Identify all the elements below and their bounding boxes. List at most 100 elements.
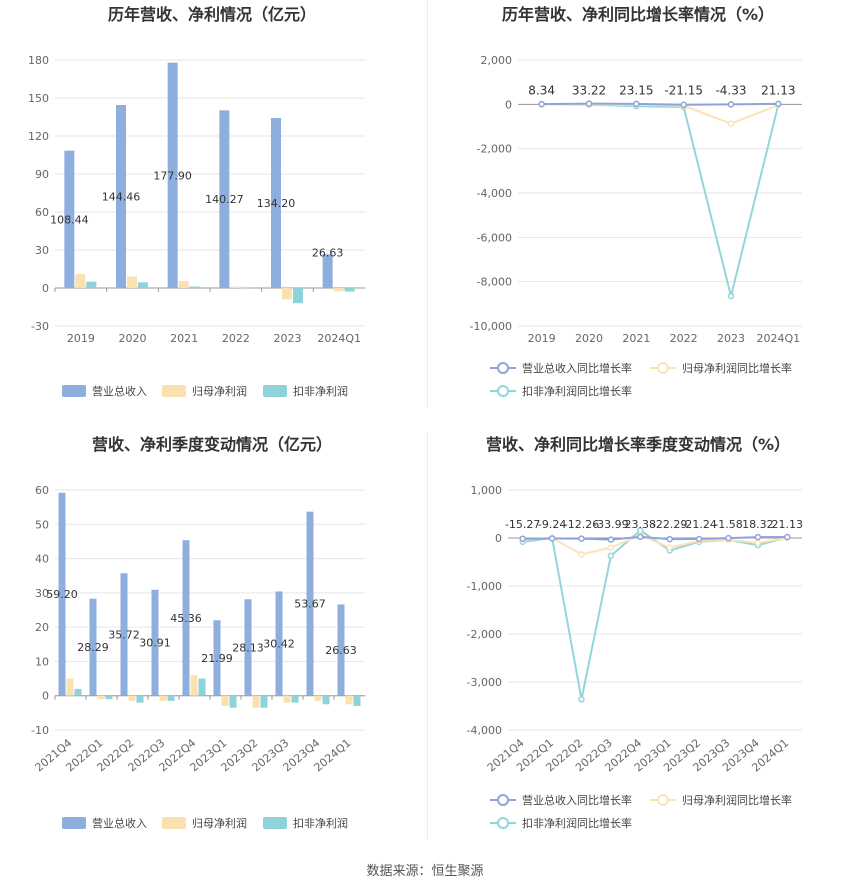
x-tick-label: 2021 bbox=[170, 332, 198, 345]
bar-revenue bbox=[271, 118, 281, 288]
y-tick-label: 90 bbox=[35, 168, 49, 181]
legend-marker bbox=[497, 794, 509, 806]
legend-marker bbox=[497, 817, 509, 829]
bar-revenue bbox=[213, 620, 221, 696]
y-tick-label: -8,000 bbox=[477, 276, 512, 289]
data-label: -21.24 bbox=[681, 518, 716, 531]
series-point bbox=[666, 535, 673, 543]
y-tick-label: -30 bbox=[31, 320, 49, 333]
y-tick-label: 60 bbox=[35, 206, 49, 219]
series-line bbox=[541, 103, 780, 297]
legend-marker bbox=[497, 362, 509, 374]
bar-deducted-profit bbox=[105, 695, 113, 700]
bar-parent-profit bbox=[75, 274, 86, 288]
y-tick-label: -10,000 bbox=[470, 320, 512, 333]
y-tick-label: 30 bbox=[35, 244, 49, 257]
bar-parent-profit bbox=[345, 695, 353, 705]
series-line bbox=[522, 534, 788, 556]
chart-title: 历年营收、净利情况（亿元） bbox=[108, 5, 316, 24]
data-label: 33.22 bbox=[572, 83, 606, 97]
data-label: 28.13 bbox=[232, 641, 264, 654]
bar-revenue bbox=[182, 540, 190, 696]
bar-parent-profit bbox=[190, 675, 198, 696]
legend-label: 营业总收入 bbox=[92, 816, 147, 830]
x-tick-label: 2022 bbox=[670, 332, 698, 345]
data-source-note: 数据来源：恒生聚源 bbox=[366, 864, 484, 879]
bar-parent-profit bbox=[128, 695, 136, 701]
legend-swatch bbox=[162, 385, 186, 397]
legend-marker bbox=[657, 794, 669, 806]
y-tick-label: 0 bbox=[42, 690, 49, 703]
data-label: -4.33 bbox=[715, 83, 746, 97]
data-label: -21.15 bbox=[664, 83, 703, 97]
bar-revenue bbox=[116, 105, 126, 288]
legend-marker bbox=[497, 385, 509, 397]
data-label: 30.42 bbox=[263, 638, 295, 651]
legend-swatch bbox=[263, 817, 287, 829]
bar-parent-profit bbox=[159, 695, 167, 701]
bar-revenue bbox=[151, 589, 159, 696]
y-tick-label: 0 bbox=[42, 282, 49, 295]
series-point bbox=[727, 292, 735, 300]
series-point bbox=[666, 544, 673, 551]
data-label: 21.13 bbox=[761, 83, 795, 97]
x-tick-label: 2024Q1 bbox=[317, 332, 361, 345]
bar-deducted-profit bbox=[344, 288, 355, 292]
legend-swatch bbox=[162, 817, 186, 829]
y-tick-label: -6,000 bbox=[477, 231, 512, 244]
legend-label: 营业总收入同比增长率 bbox=[522, 361, 632, 375]
bar-revenue bbox=[89, 598, 97, 696]
bar-parent-profit bbox=[221, 695, 229, 706]
legend-swatch bbox=[62, 817, 86, 829]
panel-divider-bottom bbox=[427, 432, 428, 840]
series-point bbox=[538, 100, 545, 108]
legend-label: 扣非净利润同比增长率 bbox=[522, 384, 632, 398]
series-point bbox=[754, 539, 762, 547]
legend-label: 归母净利润同比增长率 bbox=[682, 793, 792, 807]
x-tick-label: 2020 bbox=[119, 332, 147, 345]
y-tick-label: 0 bbox=[505, 98, 512, 111]
x-tick-label: 2024Q1 bbox=[757, 332, 801, 345]
data-label: 30.91 bbox=[139, 637, 171, 650]
bar-revenue bbox=[167, 62, 178, 288]
bar-deducted-profit bbox=[229, 695, 237, 708]
data-label: 108.44 bbox=[50, 213, 89, 226]
bar-deducted-profit bbox=[138, 282, 148, 288]
series-point bbox=[548, 535, 556, 542]
bar-deducted-profit bbox=[353, 695, 361, 706]
series-point bbox=[578, 551, 585, 558]
data-label: 28.29 bbox=[77, 641, 109, 654]
series-point bbox=[578, 696, 585, 703]
series-point bbox=[578, 535, 585, 542]
series-point bbox=[585, 100, 593, 107]
bar-parent-profit bbox=[333, 288, 344, 292]
data-label: -22.29 bbox=[652, 518, 687, 531]
series-point bbox=[727, 120, 735, 127]
legend-label: 归母净利润 bbox=[192, 816, 247, 830]
series-point bbox=[725, 534, 732, 542]
data-label: 8.34 bbox=[528, 83, 555, 97]
legend-label: 归母净利润同比增长率 bbox=[682, 361, 792, 375]
y-tick-label: 10 bbox=[35, 655, 49, 668]
data-label: -9.24 bbox=[538, 518, 566, 531]
series-point bbox=[775, 100, 782, 108]
data-label: 45.36 bbox=[170, 612, 202, 625]
chart-title: 历年营收、净利同比增长率情况（%） bbox=[502, 5, 774, 24]
bar-parent-profit bbox=[314, 695, 322, 701]
series-point bbox=[680, 101, 687, 109]
data-label: 23.38 bbox=[625, 518, 657, 531]
bar-revenue bbox=[244, 599, 252, 696]
y-tick-label: 120 bbox=[28, 130, 49, 143]
bar-revenue bbox=[219, 110, 230, 288]
bar-deducted-profit bbox=[291, 695, 299, 703]
y-tick-label: -2,000 bbox=[477, 143, 512, 156]
legend-label: 营业总收入同比增长率 bbox=[522, 793, 632, 807]
y-tick-label: 180 bbox=[28, 54, 49, 67]
data-label: 134.20 bbox=[257, 197, 296, 210]
data-label: 140.27 bbox=[205, 193, 244, 206]
bar-parent-profit bbox=[127, 276, 137, 288]
y-tick-label: -4,000 bbox=[477, 187, 512, 200]
legend-label: 归母净利润 bbox=[192, 384, 247, 398]
bar-parent-profit bbox=[178, 281, 189, 288]
x-tick-label: 2022 bbox=[222, 332, 250, 345]
